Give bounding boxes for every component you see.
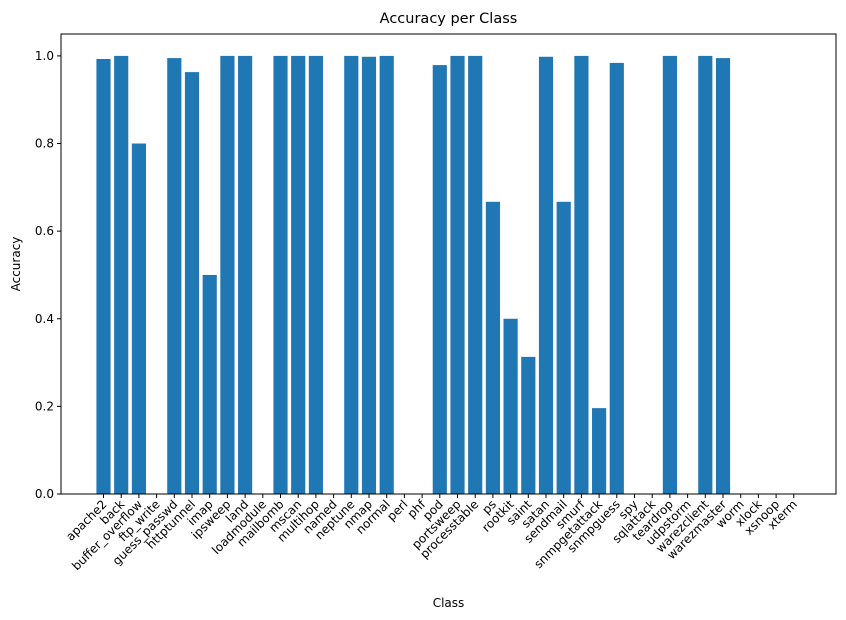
bar-ipsweep (220, 55, 235, 495)
y-tick-label: 0.8 (35, 137, 54, 151)
bar-mscan (291, 55, 306, 495)
bar-neptune (344, 55, 359, 495)
bar-warezmaster (715, 58, 731, 494)
bar-ps (485, 201, 500, 495)
bar-satan (538, 56, 554, 494)
bar-back (114, 55, 129, 495)
bar-rootkit (503, 318, 518, 494)
y-tick-label: 0.0 (35, 487, 54, 501)
bar-sendmail (556, 201, 571, 495)
bar-multihop (308, 55, 323, 495)
bars-group (96, 55, 731, 495)
bar-snmpguess (609, 62, 624, 494)
y-axis: 0.0 0.2 0.4 0.6 0.8 1.0 (35, 49, 61, 501)
bar-imap (202, 274, 217, 494)
plot-frame (60, 33, 837, 495)
bar-smurf (574, 55, 589, 495)
bar-nmap (361, 56, 377, 494)
bar-teardrop (662, 55, 677, 495)
y-tick-label: 1.0 (35, 49, 54, 63)
bar-saint (521, 356, 536, 494)
y-axis-label: Accuracy (9, 237, 23, 292)
bar-land (238, 55, 253, 495)
bar-guess-passwd (167, 58, 182, 494)
y-tick-label: 0.6 (35, 224, 54, 238)
bar-normal (379, 55, 394, 495)
y-tick-label: 0.2 (35, 399, 54, 413)
x-axis-label: Class (433, 596, 465, 610)
x-axis: apache2backbuffer_overflowftp_writeguess… (63, 494, 800, 573)
chart-title: Accuracy per Class (380, 11, 518, 27)
bar-snmpgetattack (592, 408, 607, 494)
bar-pod (432, 65, 447, 494)
y-tick-label: 0.4 (35, 312, 54, 326)
bar-mailbomb (273, 55, 288, 495)
bar-processtable (468, 55, 483, 495)
bar-buffer-overflow (131, 143, 146, 494)
bar-apache2 (96, 58, 111, 494)
bar-warezclient (698, 55, 713, 495)
bar-httptunnel (184, 72, 200, 495)
bar-portsweep (450, 55, 465, 495)
